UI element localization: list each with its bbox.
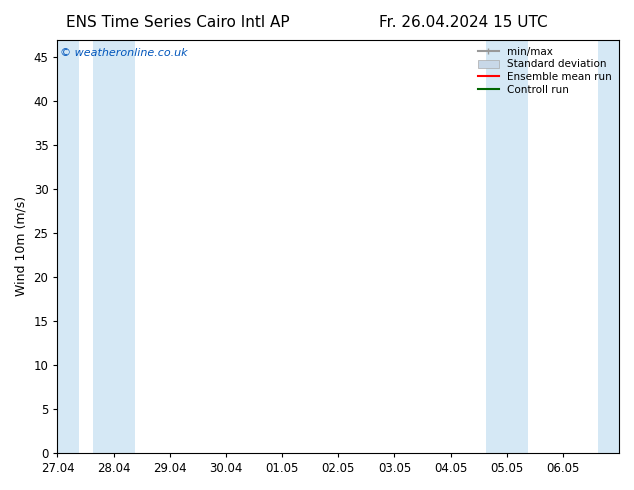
Text: ENS Time Series Cairo Intl AP: ENS Time Series Cairo Intl AP: [66, 15, 289, 30]
Text: Fr. 26.04.2024 15 UTC: Fr. 26.04.2024 15 UTC: [378, 15, 547, 30]
Bar: [486, 40, 527, 453]
Bar: [93, 40, 134, 453]
Y-axis label: Wind 10m (m/s): Wind 10m (m/s): [15, 196, 28, 296]
Bar: [58, 40, 79, 453]
Legend: min/max, Standard deviation, Ensemble mean run, Controll run: min/max, Standard deviation, Ensemble me…: [476, 45, 614, 97]
Bar: [598, 40, 619, 453]
Text: © weatheronline.co.uk: © weatheronline.co.uk: [60, 48, 188, 58]
